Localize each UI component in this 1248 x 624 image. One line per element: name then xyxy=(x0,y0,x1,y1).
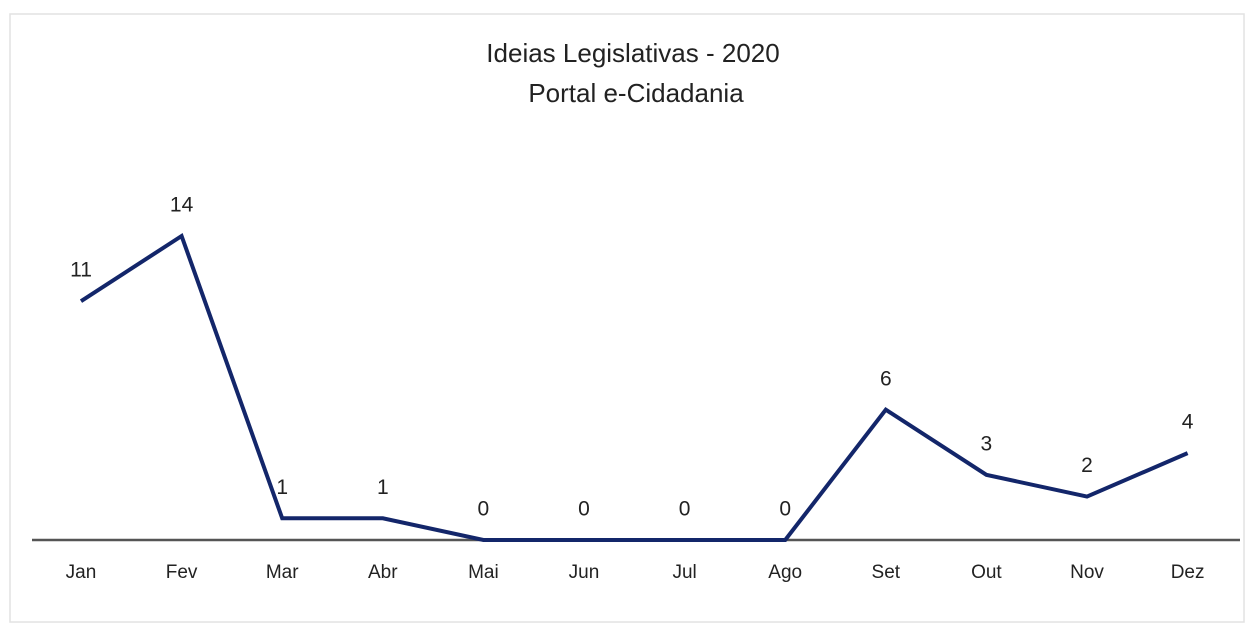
chart-subtitle: Portal e-Cidadania xyxy=(528,78,744,108)
data-label: 4 xyxy=(1182,411,1194,434)
x-tick-label: Nov xyxy=(1070,562,1104,583)
data-label: 3 xyxy=(981,432,993,455)
x-tick-label: Jun xyxy=(569,562,600,583)
data-label: 14 xyxy=(170,194,194,217)
data-label: 0 xyxy=(679,498,691,521)
x-tick-label: Jul xyxy=(672,562,696,583)
x-tick-label: Mai xyxy=(468,562,499,583)
x-tick-label: Out xyxy=(971,562,1002,583)
chart-frame xyxy=(9,13,1245,623)
data-label: 11 xyxy=(70,259,92,282)
data-label: 6 xyxy=(880,367,892,390)
data-label: 2 xyxy=(1081,454,1093,477)
x-tick-label: Jan xyxy=(66,562,97,583)
x-tick-label: Mar xyxy=(266,562,299,583)
data-label: 1 xyxy=(377,476,389,499)
data-label: 1 xyxy=(276,476,288,499)
x-tick-label: Set xyxy=(872,562,901,583)
x-tick-label: Ago xyxy=(768,562,802,583)
x-tick-label: Dez xyxy=(1171,562,1205,583)
x-tick-label: Abr xyxy=(368,562,398,583)
data-label: 0 xyxy=(478,498,490,521)
chart-title: Ideias Legislativas - 2020 xyxy=(486,38,779,68)
data-label: 0 xyxy=(779,498,791,521)
x-tick-label: Fev xyxy=(166,562,198,583)
data-label: 0 xyxy=(578,498,590,521)
data-line xyxy=(79,232,1189,542)
